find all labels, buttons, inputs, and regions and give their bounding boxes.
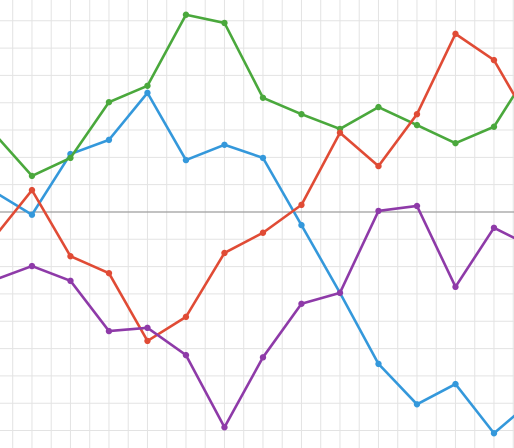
data-point [490, 56, 498, 64]
data-point [105, 269, 113, 277]
data-point [490, 430, 498, 437]
data-point [259, 154, 267, 162]
data-point [28, 186, 36, 194]
data-point [28, 211, 36, 218]
data-point [298, 110, 305, 118]
data-point [259, 354, 267, 361]
data-point [144, 337, 151, 345]
data-point [259, 94, 267, 101]
data-point [67, 277, 74, 285]
data-point [490, 123, 498, 130]
data-point [413, 401, 421, 408]
data-point [259, 229, 267, 236]
data-point [298, 221, 305, 229]
data-point [336, 289, 344, 297]
data-point [28, 172, 36, 180]
line-series [0, 91, 514, 435]
data-point [336, 129, 344, 136]
data-point [67, 253, 74, 260]
data-point [413, 110, 421, 118]
data-point [182, 313, 190, 321]
data-point [182, 11, 190, 18]
data-point [144, 82, 151, 89]
data-point [452, 139, 459, 147]
data-point [375, 207, 382, 215]
line-series [0, 32, 514, 343]
data-point [221, 19, 228, 27]
data-point [105, 136, 113, 144]
data-point [105, 98, 113, 106]
data-point [452, 380, 459, 388]
data-point [413, 202, 421, 210]
data-point [375, 103, 382, 111]
data-point [375, 360, 382, 368]
data-point [28, 262, 36, 270]
data-point [221, 424, 228, 431]
data-point [221, 249, 228, 257]
data-point [144, 324, 151, 332]
data-point [182, 156, 190, 164]
data-point [452, 30, 459, 38]
data-point [298, 300, 305, 307]
data-point [67, 154, 74, 162]
data-point [375, 162, 382, 170]
plot-area [0, 11, 514, 437]
data-point [221, 141, 228, 148]
data-point [105, 327, 113, 335]
data-point [490, 224, 498, 232]
data-point [298, 201, 305, 209]
data-point [413, 121, 421, 129]
data-point [182, 351, 190, 359]
data-point [144, 89, 151, 97]
data-point [452, 283, 459, 291]
